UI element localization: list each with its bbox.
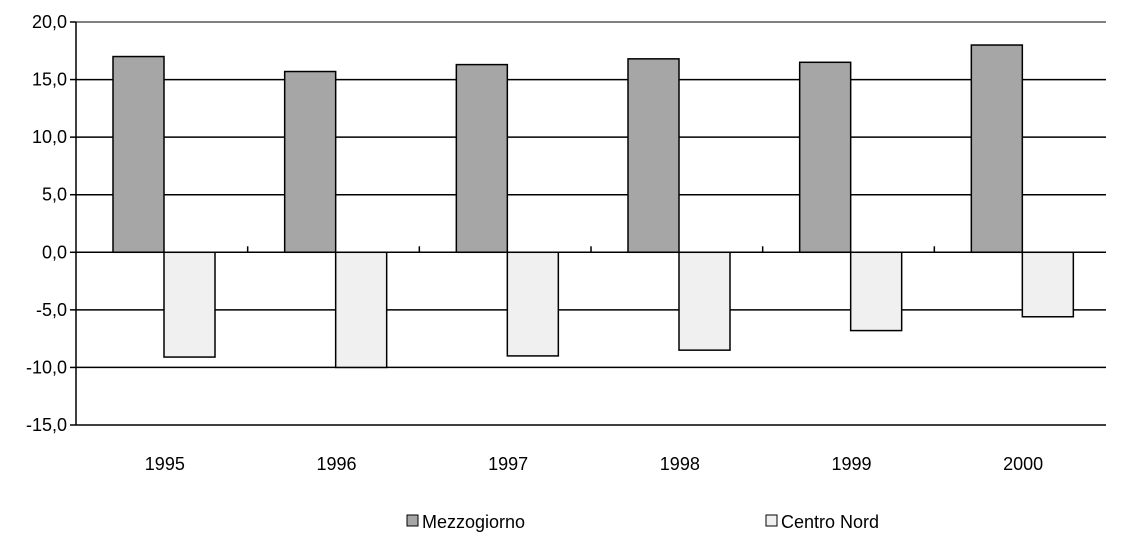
y-tick-labels: 20,0 15,0 10,0 5,0 0,0 -5,0 -10,0 -15,0 (26, 12, 67, 435)
y-tick-label: -10,0 (26, 357, 67, 377)
y-tick-label: -5,0 (36, 300, 67, 320)
x-tick-label: 1996 (316, 454, 356, 474)
gridlines (76, 21, 1106, 426)
bar-mezzogiorno-1996 (283, 70, 337, 254)
bar-mezzogiorno-2000 (970, 44, 1024, 254)
bar-centro-nord-1997 (506, 251, 560, 357)
x-tick-label: 1997 (488, 454, 528, 474)
bar-centro-nord-1998 (678, 251, 731, 351)
bar-mezzogiorno-1999 (798, 61, 852, 254)
y-tick-label: 5,0 (42, 185, 67, 205)
x-tick-label: 1999 (831, 454, 871, 474)
legend: Mezzogiorno Centro Nord (406, 512, 879, 532)
x-tick-labels: 1995 1996 1997 1998 1999 2000 (145, 454, 1043, 474)
x-tick-label: 2000 (1003, 454, 1043, 474)
bar-centro-nord-2000 (1021, 251, 1075, 318)
bar-centro-nord-1996 (334, 251, 388, 369)
bars (112, 44, 1075, 369)
y-tick-label: 20,0 (32, 12, 67, 32)
bar-centro-nord-1999 (849, 251, 903, 332)
y-tick-label: -15,0 (26, 415, 67, 435)
axes (70, 21, 1106, 426)
legend-label-centro-nord: Centro Nord (781, 512, 879, 532)
bar-mezzogiorno-1998 (627, 58, 680, 254)
bar-centro-nord-1995 (163, 251, 216, 358)
legend-swatch-mezzogiorno (406, 514, 419, 527)
y-tick-label: 10,0 (32, 127, 67, 147)
y-tick-label: 15,0 (32, 70, 67, 90)
legend-swatch-centro-nord (765, 514, 778, 527)
bar-mezzogiorno-1997 (455, 63, 509, 254)
x-tick-label: 1998 (660, 454, 700, 474)
legend-label-mezzogiorno: Mezzogiorno (422, 512, 525, 532)
y-tick-label: 0,0 (42, 242, 67, 262)
x-tick-label: 1995 (145, 454, 185, 474)
bar-mezzogiorno-1995 (112, 55, 165, 254)
